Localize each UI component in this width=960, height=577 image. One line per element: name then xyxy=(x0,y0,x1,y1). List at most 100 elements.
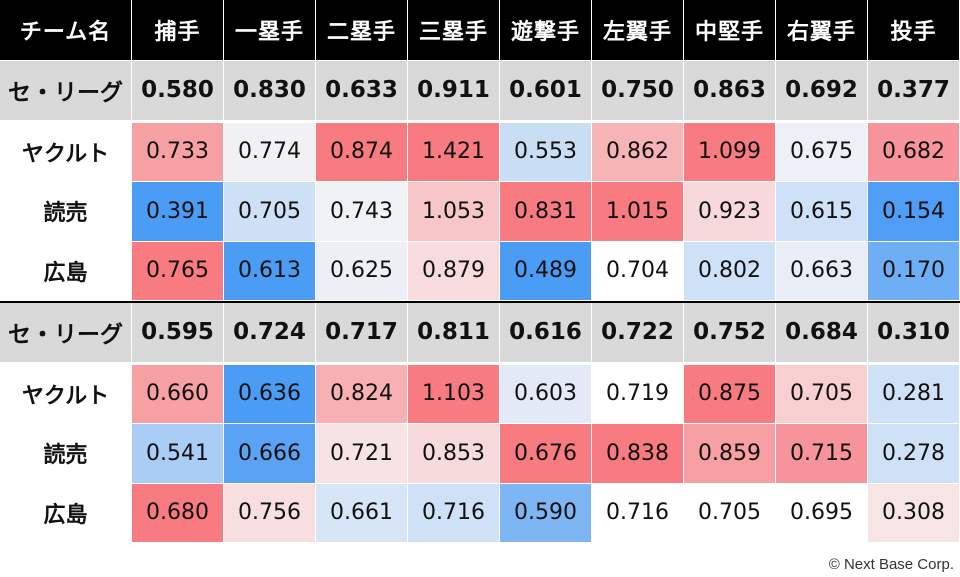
team-value-cell: 0.862 xyxy=(592,122,684,182)
header-position: 右翼手 xyxy=(776,0,868,61)
header-position: 投手 xyxy=(868,0,960,61)
team-value-cell: 0.715 xyxy=(776,424,868,484)
team-value-cell: 0.278 xyxy=(868,424,960,484)
team-value-cell: 0.308 xyxy=(868,483,960,543)
team-value-cell: 0.680 xyxy=(132,483,224,543)
team-value-cell: 0.874 xyxy=(316,122,408,182)
team-name: ヤクルト xyxy=(0,364,132,424)
league-row: セ・リーグ 0.580 0.830 0.633 0.911 0.601 0.750 0.863… xyxy=(0,61,960,121)
team-value-cell: 0.721 xyxy=(316,424,408,484)
league-value-cell: 0.911 xyxy=(408,61,500,121)
team-value-cell: 0.733 xyxy=(132,122,224,182)
team-value-cell: 0.541 xyxy=(132,424,224,484)
header-position: 三塁手 xyxy=(408,0,500,61)
team-value-cell: 0.704 xyxy=(592,241,684,301)
stats-table: チーム名 捕手 一塁手 二塁手 三塁手 遊撃手 左翼手 中堅手 右翼手 投手 セ… xyxy=(0,0,960,543)
team-value-cell: 0.553 xyxy=(500,122,592,182)
team-value-cell: 0.716 xyxy=(592,483,684,543)
team-row: ヤクルト 0.660 0.636 0.824 1.103 0.603 0.719 0.875 0… xyxy=(0,364,960,424)
team-value-cell: 0.853 xyxy=(408,424,500,484)
league-value-cell: 0.750 xyxy=(592,61,684,121)
team-value-cell: 1.053 xyxy=(408,182,500,242)
league-value-cell: 0.377 xyxy=(868,61,960,121)
team-value-cell: 0.675 xyxy=(776,122,868,182)
league-value-cell: 0.601 xyxy=(500,61,592,121)
team-value-cell: 0.170 xyxy=(868,241,960,301)
team-value-cell: 1.099 xyxy=(684,122,776,182)
team-name: 読売 xyxy=(0,424,132,484)
team-value-cell: 0.666 xyxy=(224,424,316,484)
team-value-cell: 0.824 xyxy=(316,364,408,424)
team-value-cell: 0.663 xyxy=(776,241,868,301)
header-position: 二塁手 xyxy=(316,0,408,61)
team-name: 広島 xyxy=(0,241,132,301)
league-value-cell: 0.633 xyxy=(316,61,408,121)
team-value-cell: 0.831 xyxy=(500,182,592,242)
league-value-cell: 0.692 xyxy=(776,61,868,121)
copyright-text: © Next Base Corp. xyxy=(828,556,954,573)
team-value-cell: 0.281 xyxy=(868,364,960,424)
team-value-cell: 0.660 xyxy=(132,364,224,424)
team-row: ヤクルト 0.733 0.774 0.874 1.421 0.553 0.862 1.099 0… xyxy=(0,122,960,182)
team-value-cell: 0.859 xyxy=(684,424,776,484)
header-position: 一塁手 xyxy=(224,0,316,61)
team-value-cell: 0.590 xyxy=(500,483,592,543)
team-value-cell: 1.103 xyxy=(408,364,500,424)
header-row: チーム名 捕手 一塁手 二塁手 三塁手 遊撃手 左翼手 中堅手 右翼手 投手 xyxy=(0,0,960,61)
team-value-cell: 1.421 xyxy=(408,122,500,182)
team-value-cell: 0.603 xyxy=(500,364,592,424)
header-position: 左翼手 xyxy=(592,0,684,61)
league-value-cell: 0.752 xyxy=(684,303,776,363)
league-value-cell: 0.310 xyxy=(868,303,960,363)
team-value-cell: 0.719 xyxy=(592,364,684,424)
league-value-cell: 0.722 xyxy=(592,303,684,363)
team-value-cell: 0.154 xyxy=(868,182,960,242)
team-value-cell: 0.716 xyxy=(408,483,500,543)
team-value-cell: 0.625 xyxy=(316,241,408,301)
team-row: 読売 0.391 0.705 0.743 1.053 0.831 1.015 0.923 0.6… xyxy=(0,182,960,242)
team-value-cell: 0.705 xyxy=(684,483,776,543)
league-name: セ・リーグ xyxy=(0,303,132,363)
team-row: 広島 0.680 0.756 0.661 0.716 0.590 0.716 0.705 0.6… xyxy=(0,483,960,543)
section-divider xyxy=(0,301,960,303)
league-value-cell: 0.616 xyxy=(500,303,592,363)
team-value-cell: 0.705 xyxy=(776,364,868,424)
team-value-cell: 0.756 xyxy=(224,483,316,543)
team-value-cell: 0.879 xyxy=(408,241,500,301)
team-value-cell: 0.676 xyxy=(500,424,592,484)
team-value-cell: 0.682 xyxy=(868,122,960,182)
team-value-cell: 0.923 xyxy=(684,182,776,242)
header-team-label: チーム名 xyxy=(0,0,132,61)
team-value-cell: 0.391 xyxy=(132,182,224,242)
league-value-cell: 0.724 xyxy=(224,303,316,363)
league-name: セ・リーグ xyxy=(0,61,132,121)
team-value-cell: 0.875 xyxy=(684,364,776,424)
team-value-cell: 0.838 xyxy=(592,424,684,484)
team-value-cell: 0.661 xyxy=(316,483,408,543)
league-value-cell: 0.863 xyxy=(684,61,776,121)
team-value-cell: 1.015 xyxy=(592,182,684,242)
team-value-cell: 0.705 xyxy=(224,182,316,242)
team-value-cell: 0.802 xyxy=(684,241,776,301)
team-row: 広島 0.765 0.613 0.625 0.879 0.489 0.704 0.802 0.6… xyxy=(0,241,960,301)
team-value-cell: 0.743 xyxy=(316,182,408,242)
league-value-cell: 0.717 xyxy=(316,303,408,363)
team-value-cell: 0.765 xyxy=(132,241,224,301)
team-value-cell: 0.615 xyxy=(776,182,868,242)
league-row: セ・リーグ 0.595 0.724 0.717 0.811 0.616 0.722 0.752… xyxy=(0,303,960,363)
row-gap xyxy=(0,120,960,123)
header-position: 遊撃手 xyxy=(500,0,592,61)
team-name: ヤクルト xyxy=(0,122,132,182)
team-name: 広島 xyxy=(0,483,132,543)
league-value-cell: 0.580 xyxy=(132,61,224,121)
table-body: セ・リーグ 0.580 0.830 0.633 0.911 0.601 0.750 0.863… xyxy=(0,61,960,543)
league-value-cell: 0.830 xyxy=(224,61,316,121)
team-value-cell: 0.489 xyxy=(500,241,592,301)
team-value-cell: 0.636 xyxy=(224,364,316,424)
team-value-cell: 0.774 xyxy=(224,122,316,182)
header-position: 捕手 xyxy=(132,0,224,61)
league-value-cell: 0.684 xyxy=(776,303,868,363)
team-row: 読売 0.541 0.666 0.721 0.853 0.676 0.838 0.859 0.7… xyxy=(0,424,960,484)
league-value-cell: 0.811 xyxy=(408,303,500,363)
league-value-cell: 0.595 xyxy=(132,303,224,363)
